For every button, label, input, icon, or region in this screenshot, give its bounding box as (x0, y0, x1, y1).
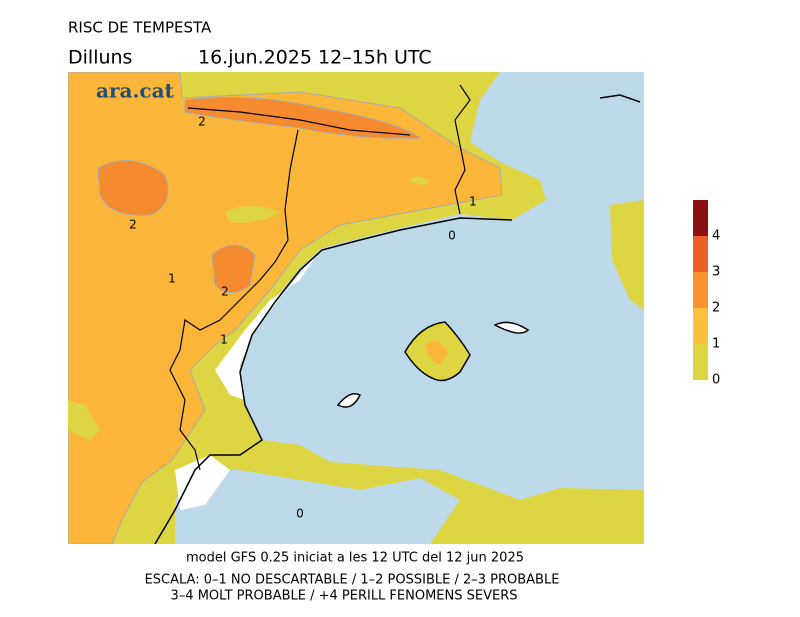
logo: ara.cat (96, 79, 175, 103)
menorca (493, 321, 530, 334)
risk-1 (68, 72, 503, 544)
legend-label: 2 (712, 301, 720, 316)
contour-label: 2 (129, 218, 137, 232)
title: RISC DE TEMPESTA (68, 19, 212, 37)
legend-label: 1 (712, 337, 720, 352)
contour-label: 1 (469, 195, 477, 209)
legend-band (693, 344, 708, 380)
contour-label: 1 (220, 333, 228, 347)
ibiza (336, 393, 361, 408)
legend-band (693, 200, 708, 236)
legend-band (693, 308, 708, 344)
footer-scale: ESCALA: 0–1 NO DESCARTABLE / 1–2 POSSIBL… (145, 573, 560, 588)
sea-south (175, 470, 460, 544)
contour-label: 1 (168, 272, 176, 286)
mallorca-inner (425, 341, 448, 365)
contour-label: 0 (296, 507, 304, 521)
risk-2 (97, 96, 422, 293)
footer-model: model GFS 0.25 iniciat a les 12 UTC del … (186, 551, 524, 566)
legend-band (693, 272, 708, 308)
contour-label: 0 (448, 229, 456, 243)
contour-label: 2 (198, 115, 206, 129)
contour-label: 2 (221, 285, 229, 299)
coastline (154, 94, 641, 544)
legend-band (693, 236, 708, 272)
period: 16.jun.2025 12–15h UTC (198, 47, 432, 69)
map: ara.cat 2 2 1 2 1 1 0 0 (68, 72, 644, 544)
legend: 0 1 2 3 4 (693, 200, 720, 388)
legend-label: 3 (712, 265, 720, 280)
legend-label: 0 (712, 373, 720, 388)
legend-label: 4 (712, 229, 720, 244)
white-area (175, 250, 320, 510)
border (169, 84, 471, 471)
footer-scale: 3–4 MOLT PROBABLE / +4 PERILL FENOMENS S… (171, 589, 518, 604)
day: Dilluns (68, 47, 132, 69)
sea (238, 72, 644, 500)
